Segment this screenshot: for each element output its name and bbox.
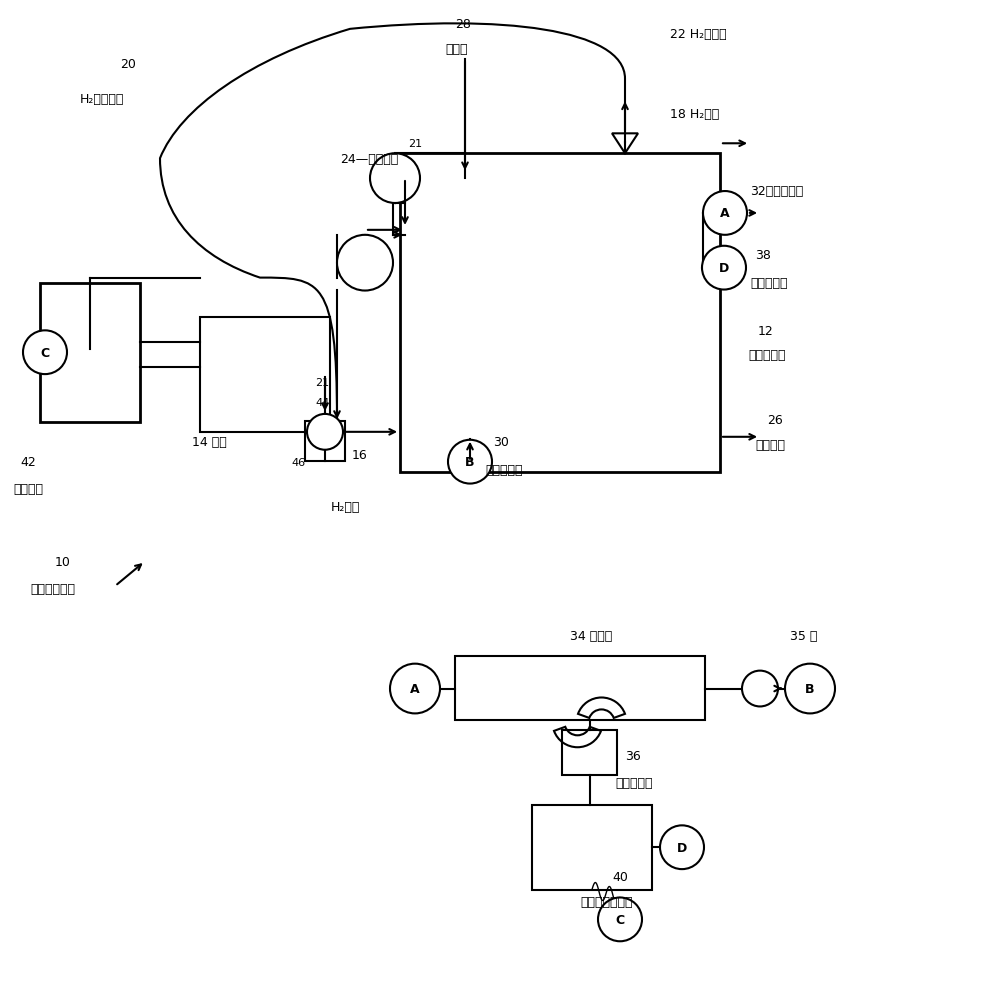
Circle shape xyxy=(598,898,642,941)
Text: 空气泵: 空气泵 xyxy=(445,43,468,57)
Circle shape xyxy=(448,440,492,484)
Text: 34 散热器: 34 散热器 xyxy=(570,629,612,643)
Text: 14 燃料: 14 燃料 xyxy=(192,435,227,449)
Circle shape xyxy=(370,154,420,204)
Text: 水温传感器: 水温传感器 xyxy=(750,276,788,290)
Text: 主控制器: 主控制器 xyxy=(13,482,43,496)
Text: B: B xyxy=(805,682,815,696)
Circle shape xyxy=(702,247,746,290)
Text: 44: 44 xyxy=(315,398,329,408)
Text: A: A xyxy=(720,207,730,221)
Text: 42: 42 xyxy=(20,455,36,469)
Text: 12: 12 xyxy=(758,324,774,338)
Circle shape xyxy=(785,664,835,714)
Text: 20: 20 xyxy=(120,58,136,72)
Text: A: A xyxy=(410,682,420,696)
Text: 35 泵: 35 泵 xyxy=(790,629,817,643)
Circle shape xyxy=(660,825,704,869)
Text: 28: 28 xyxy=(455,18,471,32)
Bar xyxy=(562,731,617,775)
Circle shape xyxy=(742,671,778,707)
Circle shape xyxy=(23,331,67,375)
Text: 30: 30 xyxy=(493,435,509,449)
Bar xyxy=(400,154,720,472)
Text: 10: 10 xyxy=(55,555,71,569)
Text: 36: 36 xyxy=(625,748,641,762)
Text: B: B xyxy=(465,455,475,469)
Bar xyxy=(200,318,330,432)
Text: 空气出口: 空气出口 xyxy=(755,438,785,452)
Text: 21: 21 xyxy=(408,139,422,149)
Circle shape xyxy=(307,414,343,450)
Text: 24—空气入口: 24—空气入口 xyxy=(340,152,398,166)
Bar xyxy=(532,805,652,890)
Text: 40: 40 xyxy=(612,870,628,884)
Text: 22 H₂放气阀: 22 H₂放气阀 xyxy=(670,28,727,42)
Text: 冷却剂入口: 冷却剂入口 xyxy=(485,463,522,477)
Bar xyxy=(40,283,140,422)
Circle shape xyxy=(337,236,393,291)
Circle shape xyxy=(390,664,440,714)
Text: H₂入口: H₂入口 xyxy=(331,500,360,514)
Text: 16: 16 xyxy=(352,448,368,462)
Text: 26: 26 xyxy=(767,414,783,427)
Text: H₂再循环泵: H₂再循环泵 xyxy=(80,92,124,106)
Text: 38: 38 xyxy=(755,248,771,262)
Text: D: D xyxy=(677,841,687,854)
Bar xyxy=(455,656,705,721)
Text: 冷却系统控制器: 冷却系统控制器 xyxy=(580,895,633,909)
Text: 18 H₂出口: 18 H₂出口 xyxy=(670,107,719,121)
Text: 散热器风扇: 散热器风扇 xyxy=(615,775,652,789)
Text: 32冷却剂出口: 32冷却剂出口 xyxy=(750,184,803,198)
Circle shape xyxy=(703,192,747,236)
Text: 燃料电池堆: 燃料电池堆 xyxy=(748,348,786,362)
Text: 46: 46 xyxy=(291,457,305,467)
Text: C: C xyxy=(615,912,625,926)
Text: 燃料电池模块: 燃料电池模块 xyxy=(30,581,75,595)
Bar xyxy=(305,421,345,461)
Text: C: C xyxy=(40,346,50,360)
Text: 21: 21 xyxy=(315,378,329,388)
Text: D: D xyxy=(719,261,729,275)
